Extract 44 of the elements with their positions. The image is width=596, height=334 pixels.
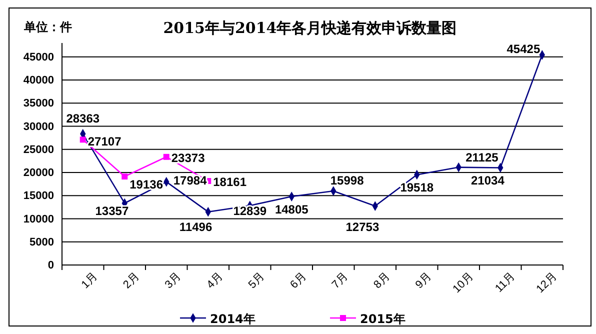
- data-label: 19518: [400, 180, 434, 195]
- legend-label: 2014年: [210, 312, 256, 326]
- y-tick-label: 0: [48, 260, 54, 272]
- x-tick-label: 9月: [413, 270, 434, 292]
- x-tick-label: 6月: [288, 270, 309, 292]
- chart-title: 2015年与2014年各月快递有效申诉数量图: [163, 19, 457, 37]
- legend-label: 2015年: [360, 312, 406, 326]
- x-tick-label: 10月: [450, 270, 476, 296]
- x-tick-label: 12月: [534, 270, 560, 296]
- x-tick-label: 8月: [372, 270, 392, 292]
- data-label: 21034: [471, 174, 505, 188]
- point: [80, 136, 86, 143]
- point: [163, 154, 170, 160]
- y-tick-label: 20000: [23, 167, 54, 180]
- data-label: 28363: [66, 111, 100, 126]
- data-label: 21125: [466, 150, 499, 164]
- data-label: 14805: [274, 202, 309, 217]
- y-tick-label: 35000: [23, 98, 54, 110]
- data-label: 45425: [506, 42, 540, 56]
- y-tick-label: 45000: [23, 51, 54, 64]
- x-tick-label: 2月: [121, 270, 142, 292]
- data-label: 15998: [330, 174, 364, 188]
- x-tick-label: 5月: [246, 270, 267, 292]
- data-label: 12839: [233, 204, 267, 218]
- x-tick-label: 11月: [493, 270, 518, 295]
- data-label: 19136: [130, 177, 164, 192]
- data-label: 23373: [171, 150, 206, 165]
- y-tick-label: 30000: [23, 120, 54, 133]
- data-label: 27107: [88, 134, 122, 148]
- y-tick-label: 25000: [23, 144, 54, 156]
- data-label: 11496: [179, 220, 212, 234]
- y-tick-label: 15000: [23, 190, 54, 202]
- y-tick-label: 10000: [23, 213, 54, 226]
- data-label: 12753: [346, 220, 380, 234]
- y-tick-label: 5000: [30, 236, 54, 248]
- point: [122, 173, 128, 180]
- x-tick-label: 7月: [330, 270, 350, 292]
- y-tick-label: 40000: [23, 74, 54, 87]
- y-axis-title: 单位：件: [23, 20, 72, 34]
- x-tick-label: 4月: [204, 270, 226, 292]
- data-label: 18161: [213, 175, 247, 190]
- x-tick-label: 1月: [79, 270, 100, 292]
- data-label: 13357: [95, 204, 129, 218]
- x-tick-label: 3月: [162, 270, 184, 292]
